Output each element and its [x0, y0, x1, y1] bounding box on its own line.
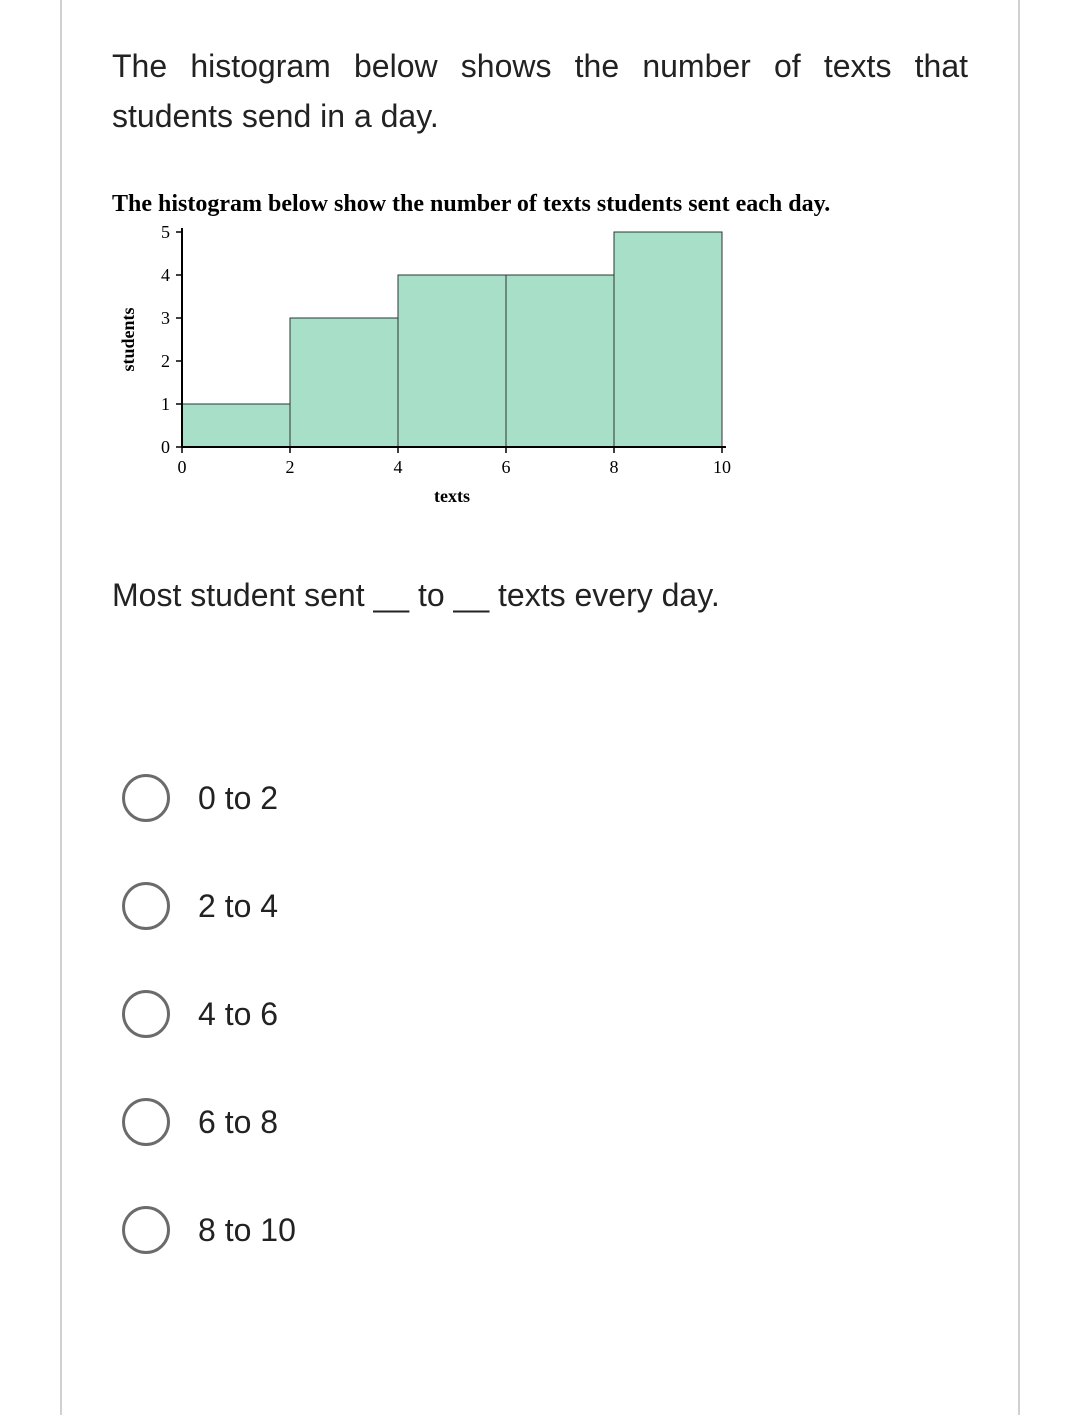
option-label: 2 to 4	[198, 888, 278, 925]
histogram-figure: The histogram below show the number of t…	[112, 191, 968, 507]
option-0[interactable]: 0 to 2	[122, 774, 968, 822]
svg-text:6: 6	[502, 457, 511, 477]
question-text: Most student sent __ to __ texts every d…	[112, 577, 968, 614]
option-label: 6 to 8	[198, 1104, 278, 1141]
radio-icon	[122, 1206, 170, 1254]
svg-text:4: 4	[161, 265, 170, 285]
svg-text:10: 10	[713, 457, 731, 477]
options-group: 0 to 2 2 to 4 4 to 6 6 to 8 8 to 10	[112, 774, 968, 1254]
option-label: 4 to 6	[198, 996, 278, 1033]
svg-text:8: 8	[610, 457, 619, 477]
option-1[interactable]: 2 to 4	[122, 882, 968, 930]
svg-text:1: 1	[161, 394, 170, 414]
radio-icon	[122, 1098, 170, 1146]
svg-text:5: 5	[161, 226, 170, 242]
option-3[interactable]: 6 to 8	[122, 1098, 968, 1146]
svg-text:students: students	[118, 308, 138, 372]
radio-icon	[122, 774, 170, 822]
svg-text:texts: texts	[434, 486, 470, 506]
radio-icon	[122, 990, 170, 1038]
svg-text:4: 4	[394, 457, 403, 477]
svg-text:3: 3	[161, 308, 170, 328]
option-label: 8 to 10	[198, 1212, 296, 1249]
svg-text:2: 2	[286, 457, 295, 477]
histogram-svg: 0 2 4 6 8 10 0 1 2 3 4 5 texts students	[112, 226, 732, 507]
option-4[interactable]: 8 to 10	[122, 1206, 968, 1254]
svg-text:0: 0	[178, 457, 187, 477]
option-label: 0 to 2	[198, 780, 278, 817]
svg-text:2: 2	[161, 351, 170, 371]
question-card: The histogram below shows the number of …	[60, 0, 1020, 1415]
svg-text:0: 0	[161, 437, 170, 457]
radio-icon	[122, 882, 170, 930]
chart-title: The histogram below show the number of t…	[112, 191, 968, 218]
option-2[interactable]: 4 to 6	[122, 990, 968, 1038]
intro-text: The histogram below shows the number of …	[112, 42, 968, 141]
